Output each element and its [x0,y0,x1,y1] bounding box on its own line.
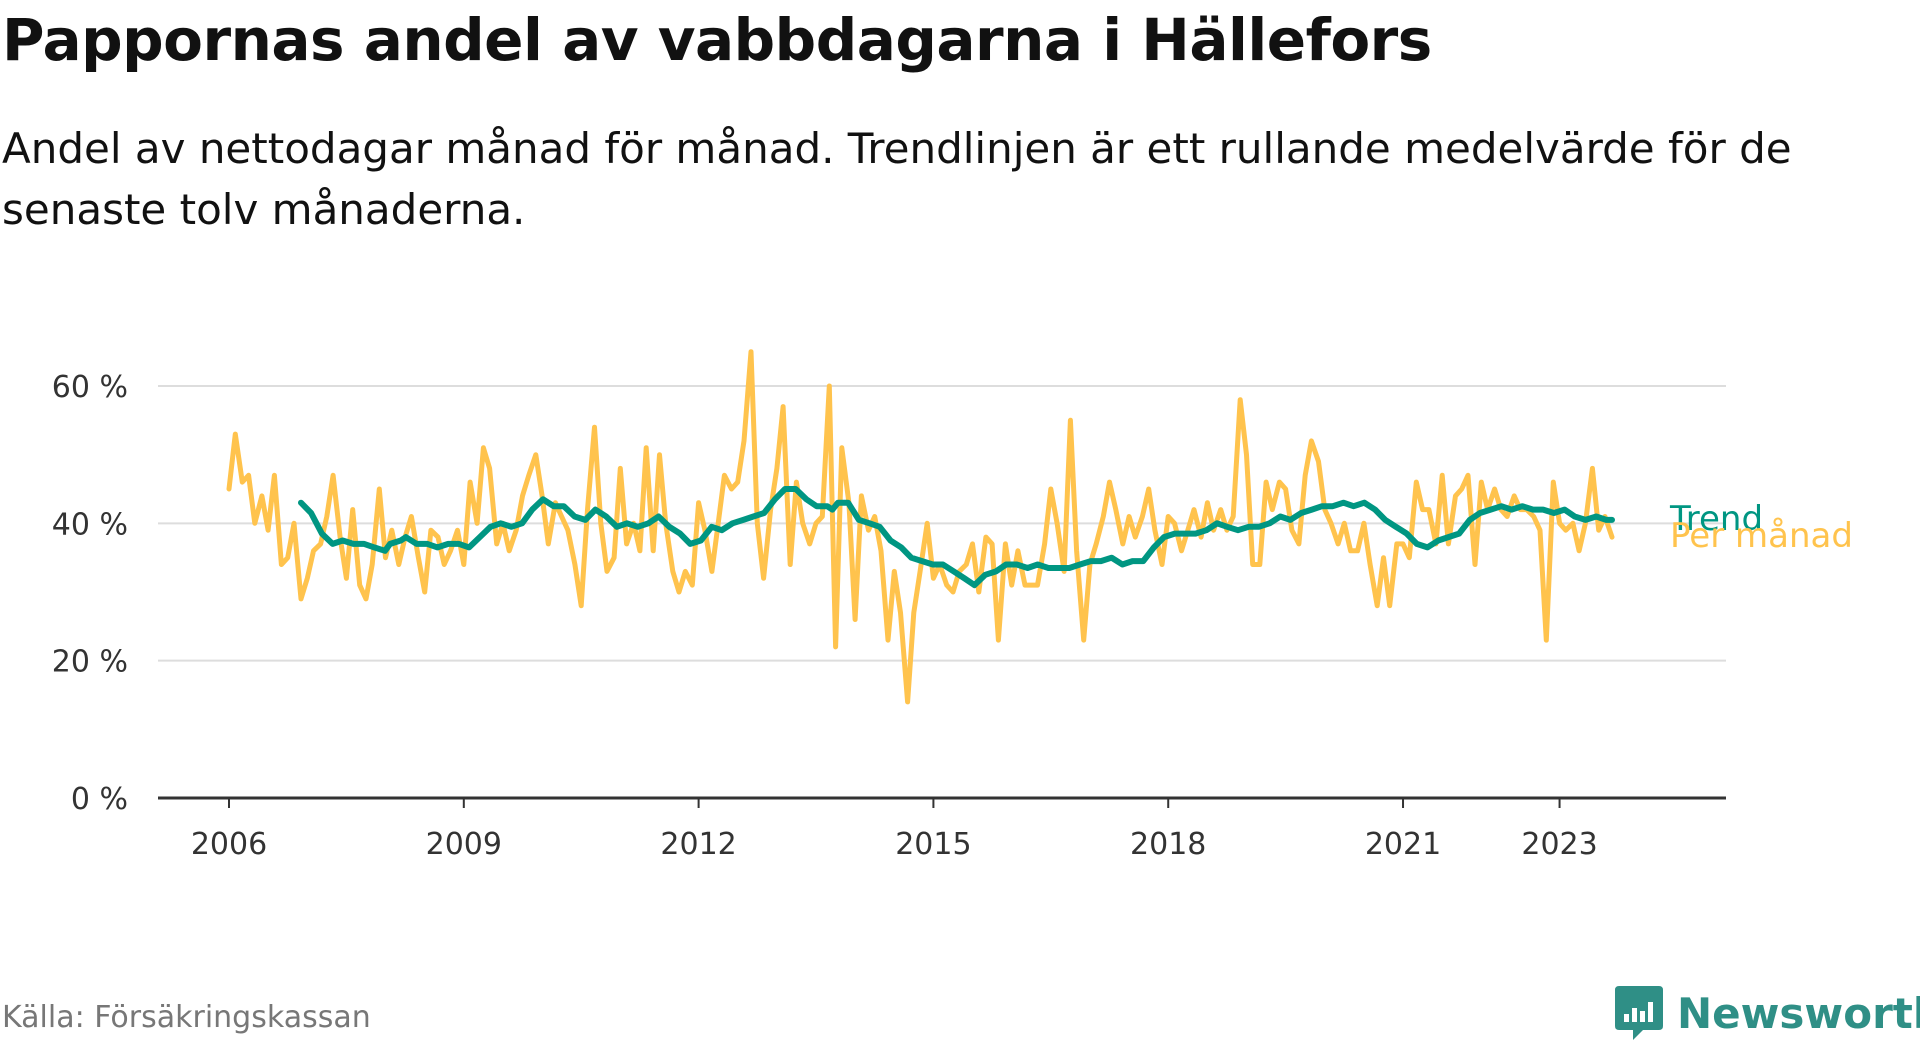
y-tick-label: 0 % [71,782,128,817]
monthly-series-label: Per månad [1670,516,1853,556]
chart-subtitle: Andel av nettodagar månad för månad. Tre… [2,124,1792,234]
source-note: Källa: Försäkringskassan [2,1000,371,1035]
y-axis-tick-labels: 0 % 20 % 40 % 60 % [52,370,128,817]
grid-lines [158,385,1726,662]
y-tick-label: 40 % [52,507,128,542]
brand-logo: Newsworthy [1613,982,1920,1044]
x-axis: 2006 2009 2012 2015 2018 2021 2023 [158,796,1726,862]
y-tick-label: 20 % [52,645,128,680]
newsworthy-chart-icon [1615,986,1663,1040]
x-tick-label: 2009 [426,827,502,862]
x-tick-label: 2023 [1521,827,1597,862]
x-tick-label: 2021 [1365,827,1441,862]
x-tick-label: 2018 [1130,827,1206,862]
chart-title: Pappornas andel av vabbdagarna i Hällefo… [2,6,1432,74]
brand-name: Newsworthy [1677,988,1920,1038]
x-tick-label: 2012 [660,827,736,862]
trend-series-line [298,486,1615,589]
series-lines [226,349,1615,705]
monthly-series-line [226,349,1615,705]
x-tick-label: 2006 [191,827,267,862]
y-tick-label: 60 % [52,370,128,405]
trend-series-label: Trend [1669,499,1763,539]
x-tick-label: 2015 [895,827,971,862]
